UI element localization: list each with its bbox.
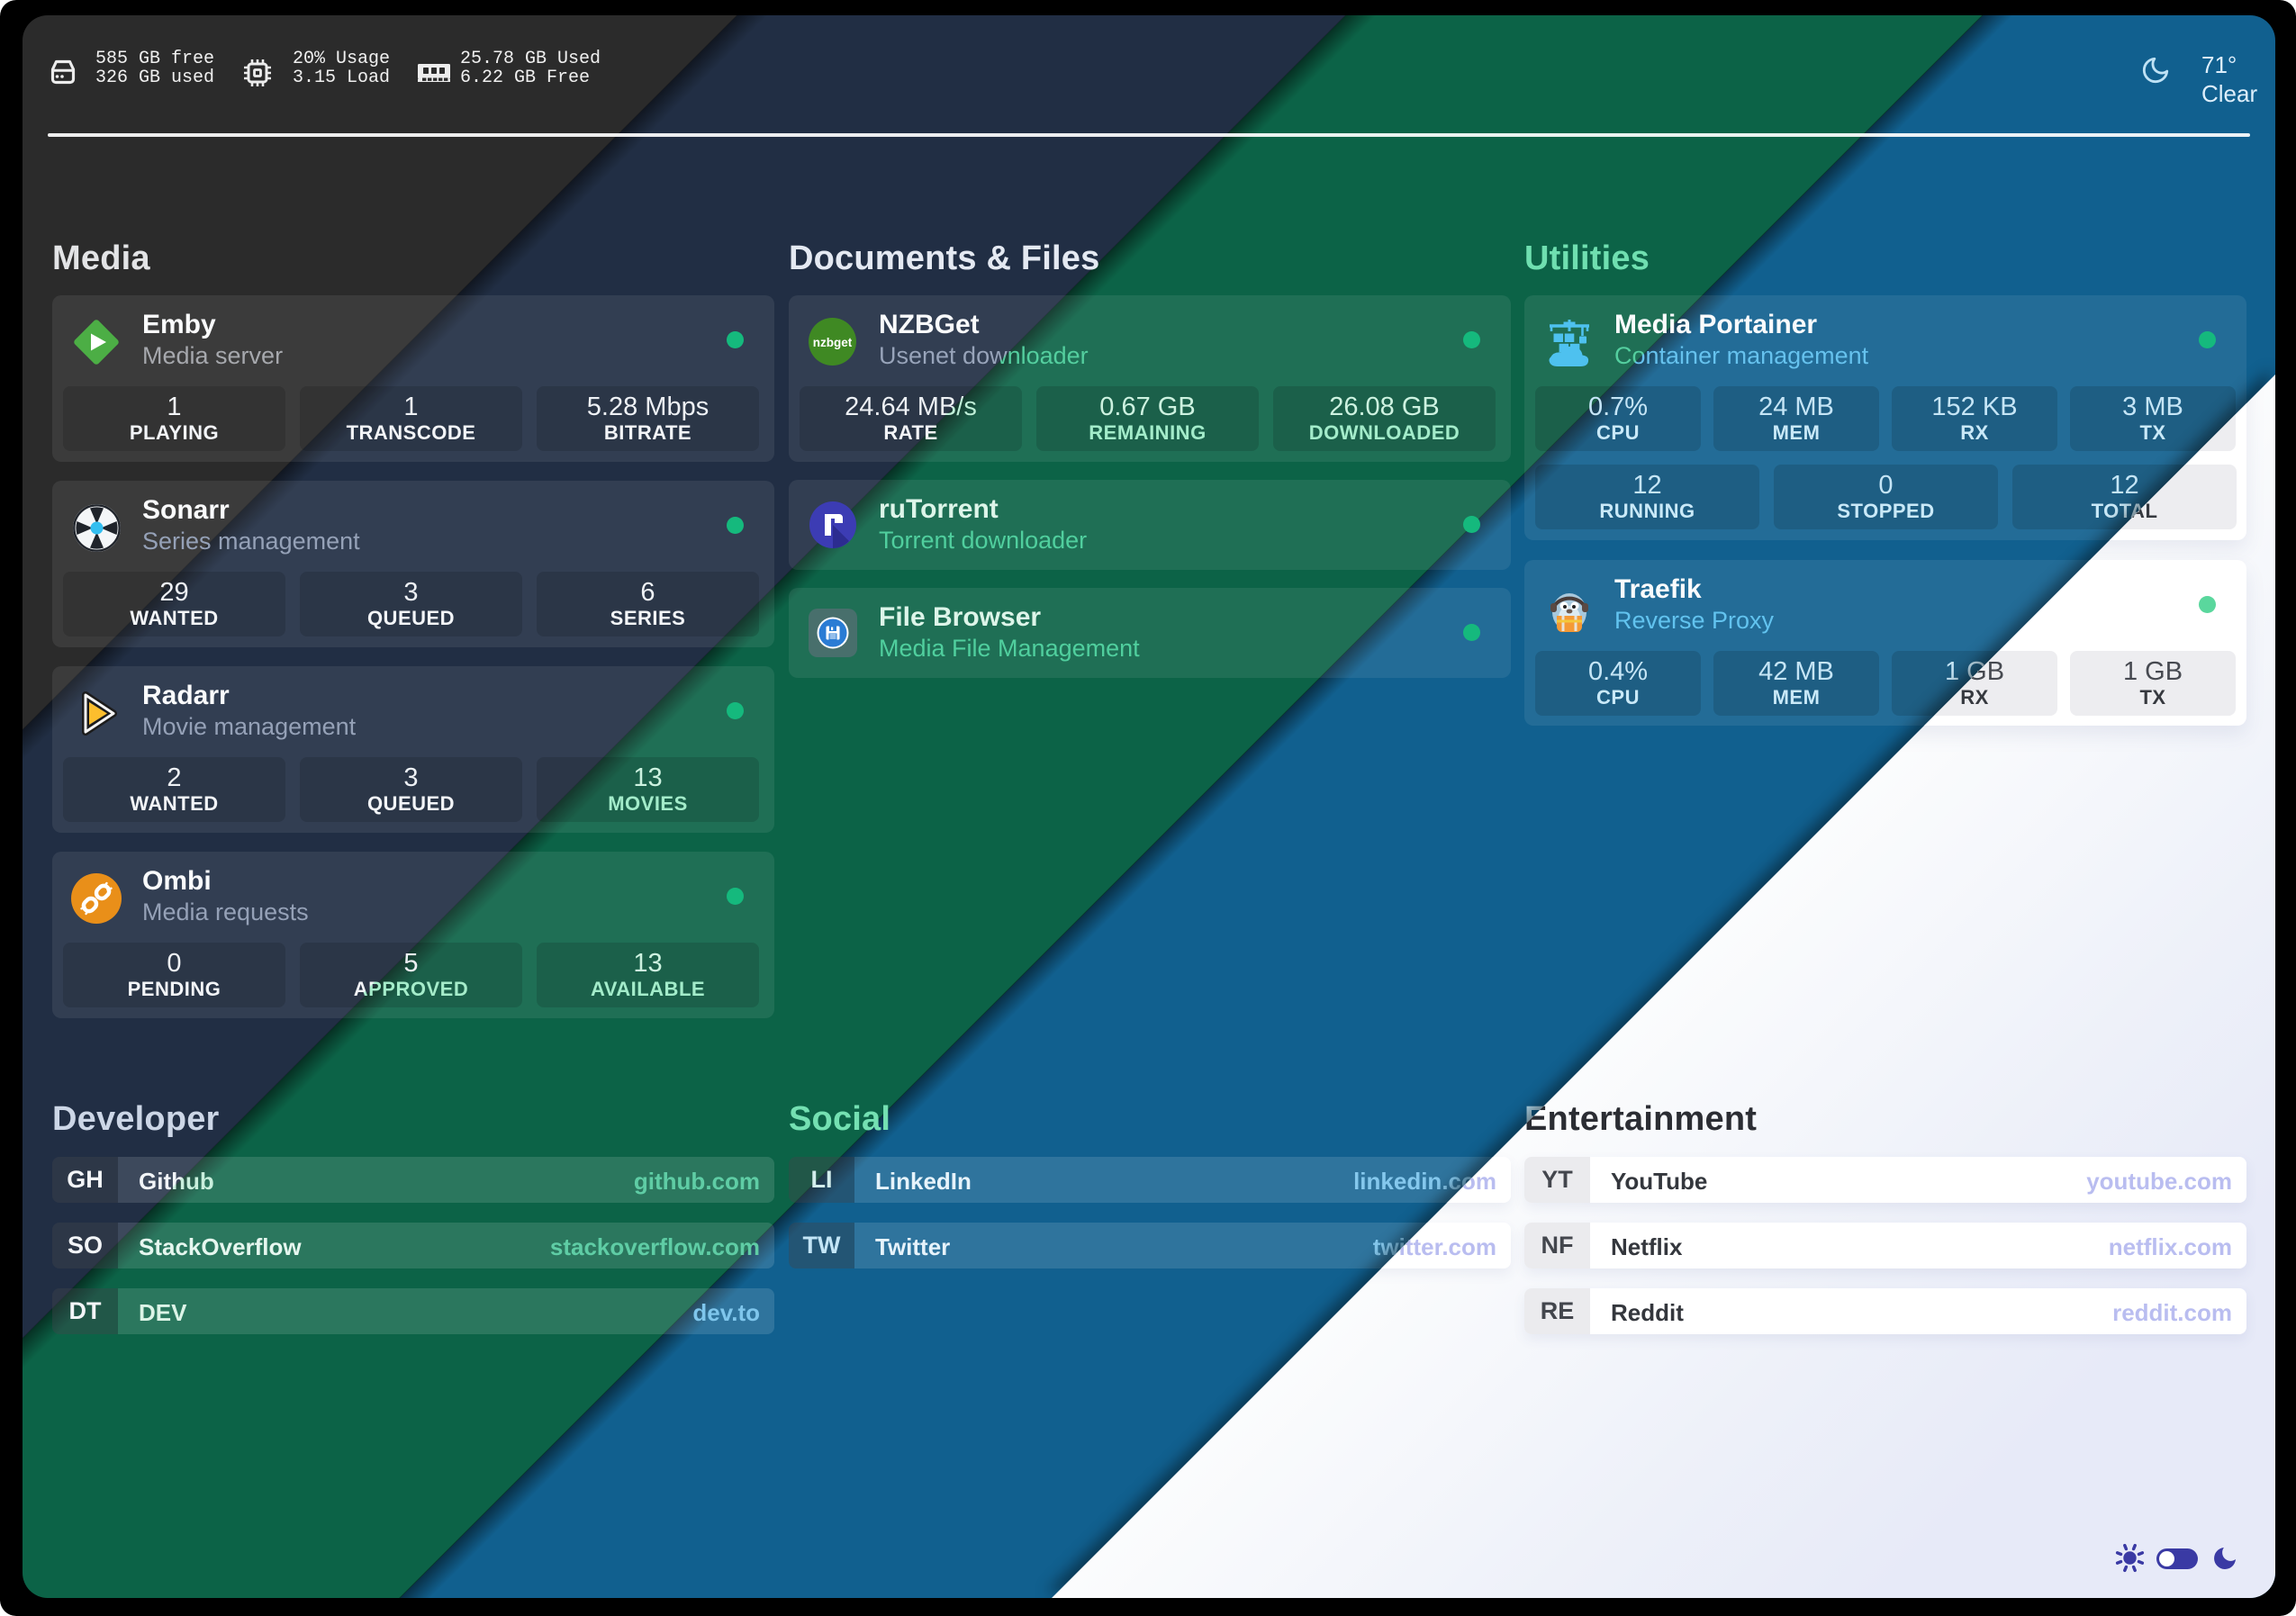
svg-text:nzbget: nzbget — [813, 336, 853, 349]
svg-text:nzbget: nzbget — [813, 336, 853, 349]
